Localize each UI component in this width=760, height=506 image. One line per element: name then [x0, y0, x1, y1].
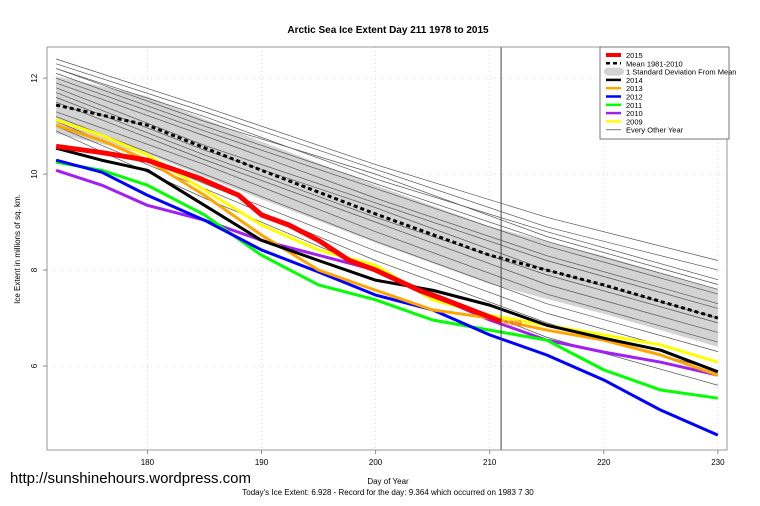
chart-subtitle: Today's Ice Extent: 6.928 - Record for t…	[242, 488, 534, 497]
current-value-label: 6.928	[504, 320, 522, 327]
legend-label: 2009	[626, 117, 643, 126]
x-tick-label: 220	[597, 458, 611, 467]
other-year-line	[56, 63, 718, 271]
y-tick-label: 10	[30, 169, 39, 178]
series-line-2012	[55, 158, 719, 437]
series-line-2015	[55, 143, 502, 324]
other-year-line	[56, 58, 718, 261]
other-year-line	[56, 116, 718, 352]
other-year-line	[56, 82, 718, 305]
legend-label: 2011	[626, 101, 642, 110]
series-line-2011	[55, 160, 719, 400]
legend-label: Mean 1981-2010	[626, 59, 683, 68]
legend-label: 1 Standard Deviation From Mean	[626, 68, 736, 77]
series-line-2014	[55, 146, 719, 374]
x-tick-label: 230	[711, 458, 725, 467]
series-line-2009	[55, 118, 719, 364]
other-year-line	[56, 68, 718, 285]
other-year-line	[56, 77, 718, 295]
other-year-line	[56, 87, 718, 309]
x-axis-label: Day of Year	[367, 477, 409, 486]
x-tick-label: 200	[369, 458, 383, 467]
other-year-line	[56, 97, 718, 324]
legend-label: 2010	[626, 109, 643, 118]
legend-label: Every Other Year	[626, 126, 684, 135]
other-year-line	[56, 101, 718, 333]
x-tick-label: 180	[141, 458, 155, 467]
legend-box	[599, 46, 730, 140]
legend-label: 2014	[626, 76, 643, 85]
other-year-line	[55, 130, 718, 386]
y-tick-label: 6	[30, 363, 39, 368]
y-tick-label: 12	[30, 73, 39, 82]
mean-line	[55, 103, 719, 320]
x-tick-label: 210	[483, 458, 497, 467]
watermark-url: http://sunshinehours.wordpress.com	[10, 470, 251, 487]
other-year-line	[56, 68, 718, 281]
y-axis-label: Ice Extent in millions of sq. km.	[13, 194, 22, 304]
legend-label: 2013	[626, 84, 643, 93]
other-year-line	[56, 111, 718, 343]
x-tick-label: 190	[255, 458, 269, 467]
y-tick-label: 8	[30, 267, 39, 272]
chart-title: Arctic Sea Ice Extent Day 211 1978 to 20…	[287, 25, 489, 36]
legend-swatch	[604, 67, 624, 76]
plot-frame	[46, 46, 728, 451]
other-year-line	[56, 73, 718, 290]
legend-label: 2012	[626, 93, 643, 102]
legend-label: 2015	[626, 51, 643, 60]
